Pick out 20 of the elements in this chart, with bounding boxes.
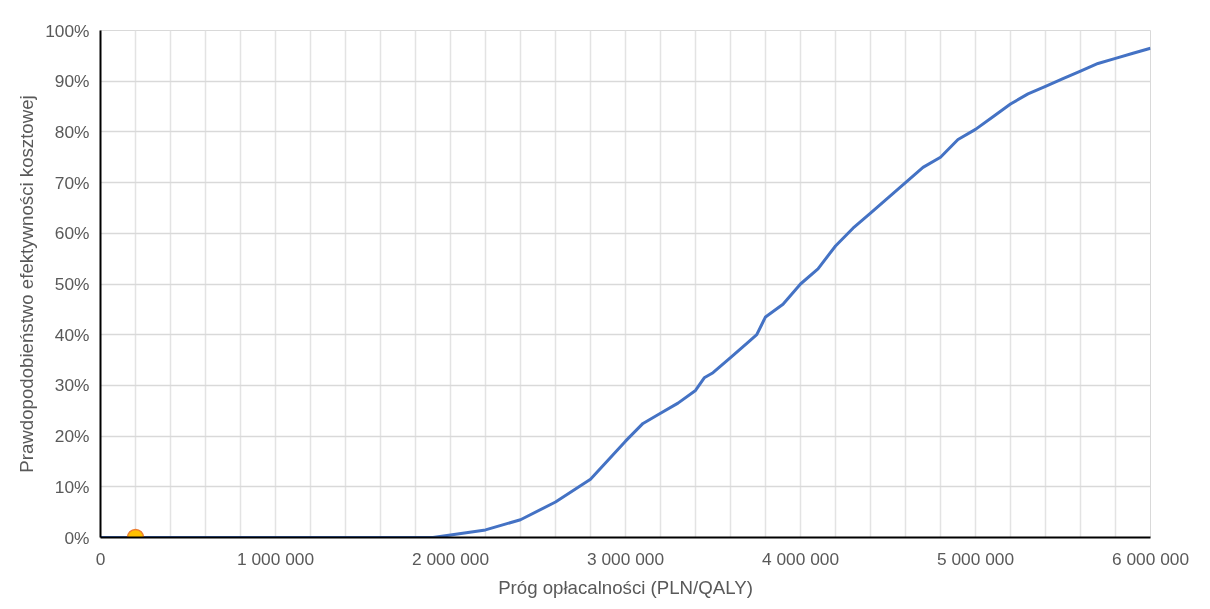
y-tick-label: 90% [54, 71, 90, 92]
y-tick-label: 30% [54, 375, 90, 396]
x-tick-label: 0 [95, 548, 106, 569]
y-tick-label: 60% [54, 223, 90, 244]
x-tick-label: 3 000 000 [586, 548, 665, 569]
x-tick-label: 6 000 000 [1111, 548, 1190, 569]
y-tick-label: 10% [54, 476, 90, 497]
x-tick-label: 4 000 000 [761, 548, 840, 569]
y-tick-label: 80% [54, 121, 90, 142]
y-tick-label: 20% [54, 426, 90, 447]
y-axis-title: Prawdopodobieństwo efektywności kosztowej [16, 95, 38, 473]
x-tick-label: 1 000 000 [236, 548, 315, 569]
x-axis-title: Próg opłacalności (PLN/QALY) [498, 576, 753, 598]
y-tick-label: 0% [64, 527, 90, 548]
y-tick-label: 50% [54, 274, 90, 294]
y-tick-label: 70% [54, 172, 90, 193]
y-tick-label: 40% [54, 324, 90, 345]
x-tick-label: 5 000 000 [936, 548, 1015, 569]
y-tick-label: 100% [45, 20, 90, 41]
x-tick-label: 2 000 000 [411, 548, 490, 569]
